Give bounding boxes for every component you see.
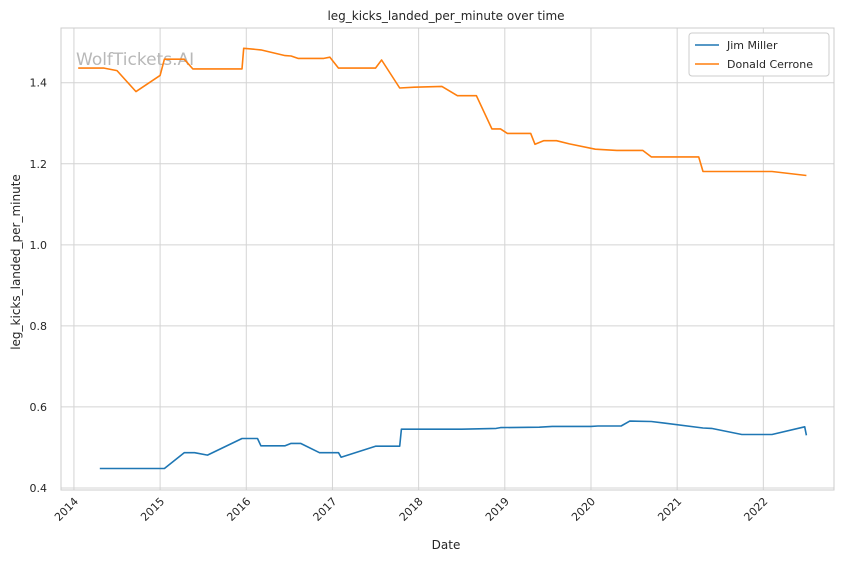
y-tick-label: 0.6 bbox=[30, 401, 48, 414]
plot-frame bbox=[60, 27, 835, 491]
x-axis-label: Date bbox=[432, 538, 461, 552]
legend-box bbox=[688, 32, 830, 77]
y-tick-label: 0.4 bbox=[30, 482, 48, 495]
legend-label-jim-miller: Jim Miller bbox=[726, 39, 778, 52]
y-tick-label: 1.2 bbox=[30, 158, 48, 171]
watermark: WolfTickets.AI bbox=[76, 50, 194, 70]
legend: Jim Miller Donald Cerrone bbox=[688, 32, 830, 77]
series-line-jim-miller bbox=[99, 420, 808, 470]
grid bbox=[61, 28, 834, 490]
chart-title: leg_kicks_landed_per_minute over time bbox=[327, 9, 564, 23]
y-tick-label: 1.4 bbox=[30, 77, 48, 90]
y-axis: 0.4 0.6 0.8 1.0 1.2 1.4 bbox=[30, 77, 48, 495]
series-layer bbox=[78, 47, 808, 470]
legend-label-donald-cerrone: Donald Cerrone bbox=[727, 58, 813, 71]
y-tick-label: 0.8 bbox=[30, 320, 48, 333]
y-tick-label: 1.0 bbox=[30, 239, 48, 252]
series-line-donald-cerrone bbox=[78, 47, 807, 177]
y-axis-label: leg_kicks_landed_per_minute bbox=[9, 174, 23, 350]
